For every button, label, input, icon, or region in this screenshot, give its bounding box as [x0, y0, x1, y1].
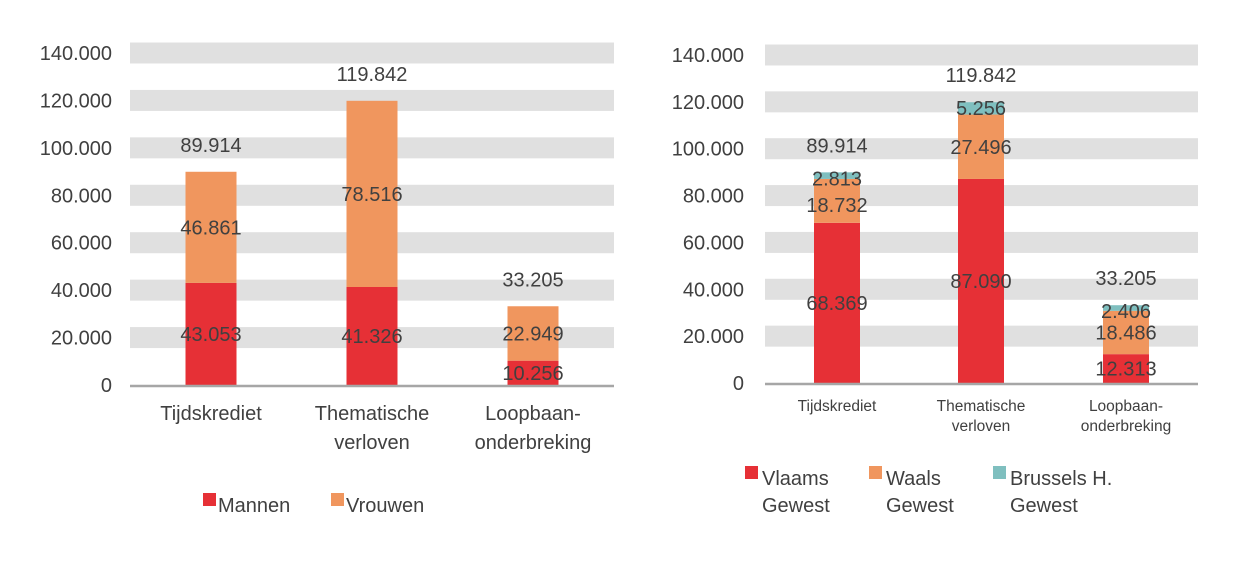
bar-segment	[1103, 354, 1149, 383]
y-tick-label: 80.000	[51, 185, 112, 207]
x-category-label: Thematische	[937, 398, 1026, 415]
bar-segment	[1103, 305, 1149, 311]
x-category-label: Tijdskrediet	[798, 398, 877, 415]
y-tick-label: 100.000	[672, 139, 744, 161]
total-label: 33.205	[502, 269, 563, 291]
legend-swatch	[331, 493, 344, 506]
legend-swatch	[745, 466, 758, 479]
bar-segment	[814, 172, 860, 179]
legend-swatch	[869, 466, 882, 479]
x-category-label: Loopbaan-	[1089, 398, 1163, 415]
x-category-label: verloven	[334, 432, 410, 454]
y-tick-label: 20.000	[683, 326, 744, 348]
data-label: 27.496	[950, 137, 1011, 159]
total-label: 89.914	[180, 135, 241, 157]
bar-segment	[814, 222, 860, 383]
bar-segment	[814, 178, 860, 223]
data-label: 43.053	[180, 324, 241, 346]
bar-segment	[958, 178, 1004, 383]
y-tick-label: 0	[101, 375, 112, 397]
data-label: 10.256	[502, 363, 563, 385]
legend-swatch	[993, 466, 1006, 479]
y-tick-label: 40.000	[51, 280, 112, 302]
gridline-band	[130, 89, 614, 111]
x-category-label: verloven	[952, 418, 1011, 435]
gridline-band	[765, 44, 1198, 66]
bar-segment	[507, 306, 559, 361]
legend-label: Brussels H.	[1010, 468, 1112, 490]
bar-segment	[958, 114, 1004, 179]
legend-label: Waals	[886, 468, 941, 490]
data-label: 87.090	[950, 271, 1011, 293]
data-label: 68.369	[806, 293, 867, 315]
data-label: 5.256	[956, 98, 1006, 120]
legend-label: Gewest	[886, 495, 954, 517]
data-label: 18.486	[1095, 322, 1156, 344]
data-label: 46.861	[180, 217, 241, 239]
gridline-band	[765, 91, 1198, 113]
y-tick-label: 100.000	[40, 138, 112, 160]
data-label: 41.326	[341, 326, 402, 348]
data-label: 2.406	[1101, 301, 1151, 323]
data-label: 22.949	[502, 323, 563, 345]
total-label: 89.914	[806, 135, 867, 157]
bar-segment	[1103, 310, 1149, 355]
y-tick-label: 140.000	[40, 43, 112, 65]
bar-segment	[185, 282, 237, 385]
y-tick-label: 60.000	[683, 232, 744, 254]
chart-2: 0 20.000 40.000 60.000 80.000 100.000 120.000 1…	[672, 44, 1198, 517]
bar-segment	[346, 286, 398, 385]
bar-segment	[958, 102, 1004, 115]
data-label: 78.516	[341, 184, 402, 206]
x-category-label: onderbreking	[475, 432, 592, 454]
total-label: 33.205	[1095, 268, 1156, 290]
total-label: 119.842	[337, 64, 408, 86]
x-category-label: Tijdskrediet	[160, 403, 262, 425]
data-label: 2.813	[812, 168, 862, 190]
y-tick-label: 140.000	[672, 45, 744, 67]
y-tick-label: 0	[733, 373, 744, 395]
y-tick-label: 120.000	[672, 92, 744, 114]
chart-1: 0 20.000 40.000 60.000 80.000 100.000 120.000 1…	[40, 42, 614, 517]
bar-segment	[507, 360, 559, 385]
data-label: 18.732	[806, 195, 867, 217]
data-label: 12.313	[1095, 359, 1156, 381]
bar-segment	[185, 171, 237, 283]
legend-label: Vrouwen	[346, 495, 424, 517]
legend-label: Vlaams	[762, 468, 829, 490]
y-tick-label: 60.000	[51, 233, 112, 255]
y-tick-label: 120.000	[40, 90, 112, 112]
y-tick-label: 40.000	[683, 279, 744, 301]
legend-swatch	[203, 493, 216, 506]
y-tick-label: 20.000	[51, 328, 112, 350]
y-tick-label: 80.000	[683, 186, 744, 208]
legend-label: Gewest	[762, 495, 830, 517]
gridline-band	[130, 42, 614, 64]
x-category-label: onderbreking	[1081, 418, 1171, 435]
bar-segment	[346, 100, 398, 287]
legend-label: Mannen	[218, 495, 290, 517]
x-category-label: Loopbaan-	[485, 403, 581, 425]
legend-label: Gewest	[1010, 495, 1078, 517]
total-label: 119.842	[946, 65, 1017, 87]
x-category-label: Thematische	[315, 403, 430, 425]
